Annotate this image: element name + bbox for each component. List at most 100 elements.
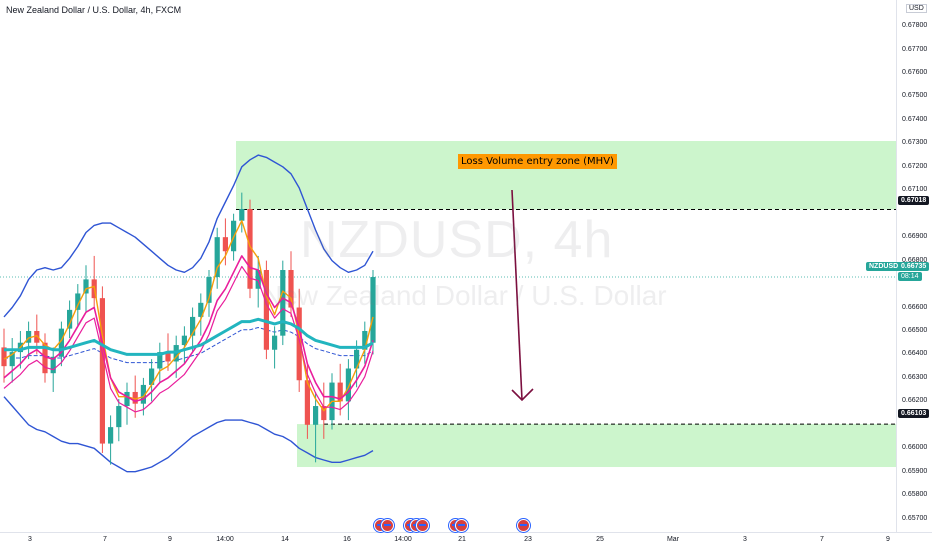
us-event-flag-icon[interactable] [517,519,530,532]
candle-body [108,427,114,444]
candle-body [313,406,319,425]
candle-body [198,302,204,317]
candle-body [132,391,138,404]
price-tick-label: 0.67500 [902,92,928,100]
ema-magenta-line [3,255,374,403]
upper-zone [236,141,896,210]
time-tick-label: 14:00 [394,536,412,543]
time-tick-label: 14:00 [216,536,234,543]
lower-zone [297,424,896,468]
candle-body [42,342,48,374]
price-tick-label: 0.67600 [902,68,928,76]
candle-body [149,368,155,385]
price-tick-label: 0.66600 [902,303,928,311]
candle-body [190,316,196,336]
price-tick-label: 0.66500 [902,326,928,334]
lower-level-price-tag: 0.66103 [898,409,930,418]
price-tick-label: 0.67800 [902,22,928,30]
down-arrow-shaft [511,189,523,401]
price-tick-label: 0.65900 [902,467,928,475]
candle-body [75,293,81,310]
ema-orange-line [3,219,374,412]
candle-body [321,406,327,421]
price-tick-label: 0.66400 [902,350,928,358]
time-tick-label: Mar [666,536,680,543]
candle-body [247,209,253,289]
candle-body [222,237,228,252]
time-tick-label: 7 [820,536,824,543]
time-tick-label: 7 [103,536,107,543]
candle-body [214,237,220,278]
zone-annotation[interactable]: Loss Volume entry zone (MHV) [458,154,617,169]
candle-body [67,309,73,329]
time-tick-label: 25 [596,536,604,543]
candle-body [50,356,56,374]
time-tick-label: 14 [281,536,289,543]
us-event-flag-icon[interactable] [381,519,394,532]
time-tick-label: 9 [168,536,172,543]
candle-body [288,270,294,308]
candle-body [1,347,7,367]
ema-magenta-slow-line [3,265,374,413]
symbol-price-tag: NZDUSD [866,262,902,271]
candle-body [58,328,64,357]
time-axis[interactable] [0,532,932,550]
candle-body [140,384,146,404]
candle-body [157,352,163,369]
candle-body [99,298,105,444]
price-tick-label: 0.67200 [902,162,928,170]
candle-body [304,380,310,425]
candle-body [26,330,32,343]
price-tick-label: 0.66800 [902,256,928,264]
candle-body [272,335,278,350]
chart-title: New Zealand Dollar / U.S. Dollar, 4h, FX… [6,5,182,15]
upper-level-price-tag: 0.67018 [898,196,930,205]
bollinger-upper-line [3,154,374,318]
bollinger-lower-line [3,396,374,473]
candle-body [337,382,343,402]
name-watermark: New Zealand Dollar / U.S. Dollar [262,280,667,311]
price-tick-label: 0.65800 [902,491,928,499]
candle-body [362,330,368,350]
price-tick-label: 0.67100 [902,186,928,194]
bar-countdown: 08:14 [898,272,922,281]
us-event-flag-icon[interactable] [455,519,468,532]
candle-body [370,277,376,343]
price-tick-label: 0.66900 [902,233,928,241]
candle-body [116,406,122,428]
candle-body [9,352,15,367]
candle-body [263,270,269,350]
time-tick-label: 9 [886,536,890,543]
candle-body [354,349,360,369]
symbol-watermark: NZDUSD, 4h [300,211,614,269]
candle-body [206,277,212,303]
time-tick-label: 3 [28,536,32,543]
candle-body [345,368,351,402]
currency-label[interactable]: USD [906,4,927,13]
candle-body [83,279,89,294]
last-price-tag: 0.66735 [898,262,930,271]
price-tick-label: 0.66300 [902,373,928,381]
price-tick-label: 0.67400 [902,115,928,123]
time-tick-label: 23 [524,536,532,543]
price-tick-label: 0.66000 [902,444,928,452]
time-tick-label: 3 [743,536,747,543]
candle-body [34,330,40,343]
price-tick-label: 0.65700 [902,514,928,522]
ema-cyan-line [4,317,374,356]
us-event-flag-icon[interactable] [416,519,429,532]
price-tick-label: 0.66200 [902,397,928,405]
time-tick-label: 16 [343,536,351,543]
candle-body [255,270,261,289]
candle-body [181,335,187,346]
down-arrow-head [511,388,534,402]
candle-body [165,352,171,362]
candle-body [124,391,130,407]
price-tick-label: 0.67300 [902,139,928,147]
time-tick-label: 21 [458,536,466,543]
candle-body [296,307,302,381]
candle-body [280,270,286,336]
candle-body [239,209,245,221]
